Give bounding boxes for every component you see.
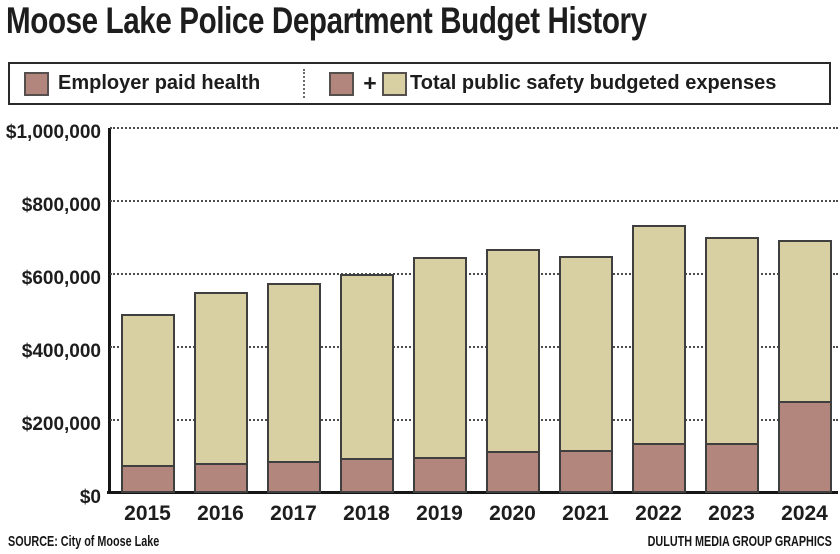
source-credit: SOURCE: City of Moose Lake [8, 533, 160, 550]
x-tick-label-2023: 2023 [708, 502, 755, 525]
bar-2021-health-segment [558, 450, 613, 493]
bar-2019 [412, 256, 467, 493]
bar-2023-health-segment [704, 442, 759, 493]
bar-2019-health-segment [412, 457, 467, 493]
legend-health-swatch-2 [329, 72, 354, 96]
bar-2015-health-segment [120, 465, 175, 493]
gridline-600000 [110, 273, 838, 275]
legend-total-label: Total public safety budgeted expenses [410, 72, 777, 94]
y-tick-label-800000: $800,000 [21, 195, 101, 216]
y-tick-label-0: $0 [79, 487, 101, 508]
x-tick-label-2022: 2022 [635, 502, 682, 525]
bar-2020 [485, 248, 540, 493]
legend-health-label: Employer paid health [58, 72, 261, 94]
graphics-credit: DULUTH MEDIA GROUP GRAPHICS [647, 533, 832, 550]
x-tick-label-2018: 2018 [343, 502, 390, 525]
legend-plus-sign: + [363, 70, 377, 96]
gridline-200000 [110, 419, 838, 421]
bar-2024-health-segment [777, 400, 832, 493]
y-tick-label-200000: $200,000 [21, 414, 101, 435]
legend-health-swatch [24, 72, 49, 96]
x-tick-label-2021: 2021 [562, 502, 609, 525]
gridline-400000 [110, 346, 838, 348]
bar-2018-health-segment [339, 458, 394, 493]
x-tick-label-2024: 2024 [781, 502, 828, 525]
legend-total-swatch [382, 72, 407, 96]
x-tick-label-2017: 2017 [270, 502, 317, 525]
legend-divider [303, 69, 305, 98]
bar-2024 [777, 240, 832, 493]
gridline-800000 [110, 200, 838, 202]
x-tick-label-2015: 2015 [124, 502, 171, 525]
x-tick-label-2016: 2016 [197, 502, 244, 525]
bar-2023 [704, 237, 759, 493]
x-axis-line [107, 491, 838, 494]
bar-2022 [631, 225, 686, 493]
bar-2020-health-segment [485, 450, 540, 493]
x-tick-label-2020: 2020 [489, 502, 536, 525]
bar-2022-health-segment [631, 442, 686, 493]
y-axis-line [108, 128, 111, 494]
bar-2016 [193, 291, 248, 493]
x-tick-label-2019: 2019 [416, 502, 463, 525]
chart-title: Moose Lake Police Department Budget Hist… [6, 0, 647, 41]
y-tick-label-600000: $600,000 [21, 268, 101, 289]
bar-2015 [120, 314, 175, 493]
y-tick-label-1000000: $1,000,000 [5, 122, 101, 143]
bar-2017-health-segment [266, 461, 321, 493]
y-tick-label-400000: $400,000 [21, 341, 101, 362]
bar-2018 [339, 273, 394, 493]
gridline-1000000 [110, 127, 838, 129]
legend: Employer paid health + Total public safe… [8, 62, 831, 105]
bar-2017 [266, 283, 321, 493]
bar-2021 [558, 256, 613, 493]
bar-2016-health-segment [193, 462, 248, 493]
